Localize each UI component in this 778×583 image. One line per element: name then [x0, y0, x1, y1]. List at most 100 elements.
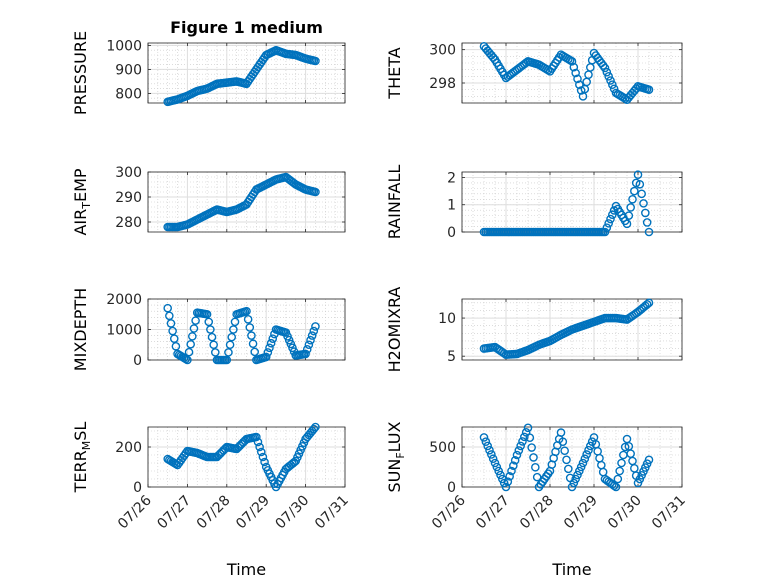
data-point-interp: [166, 319, 176, 328]
data-point: [311, 422, 320, 432]
y-tick-label: 200: [115, 440, 142, 456]
data-point: [567, 57, 577, 66]
data-point-interp: [584, 445, 593, 455]
data-point-interp: [617, 458, 626, 468]
data-point-interp: [260, 457, 269, 467]
data-point-interp: [606, 76, 615, 85]
data-point-interp: [505, 472, 514, 481]
x-tick-label: 07/30: [273, 493, 313, 533]
y-axis-label: AIRTEMP: [71, 168, 93, 235]
axes-box: [461, 42, 683, 104]
x-tick-label: 07/29: [233, 493, 273, 533]
data-point: [600, 63, 610, 73]
y-tick-label: 1: [447, 198, 456, 214]
subplot-h2omixra: 5 10 H2OMIXRA: [385, 287, 683, 373]
x-tick-label: 07/27: [154, 493, 194, 533]
data-point-interp: [227, 332, 237, 342]
data-point-interp: [641, 208, 650, 218]
data-point-interp: [602, 223, 612, 232]
data-point-interp: [206, 325, 215, 334]
data-point: [479, 433, 489, 442]
y-tick-label: 0: [133, 353, 142, 369]
data-point-interp: [229, 325, 238, 334]
data-point: [633, 170, 643, 180]
data-point-interp: [496, 470, 505, 480]
data-point: [183, 355, 192, 365]
data-point-interp: [247, 331, 256, 340]
data-point-interp: [499, 478, 509, 488]
data-point-interp: [256, 447, 266, 457]
data-point: [252, 432, 261, 442]
data-point: [301, 349, 310, 359]
data-point-interp: [309, 326, 319, 336]
x-tick-label: 07/27: [473, 493, 513, 533]
y-tick-label: 5: [447, 349, 456, 365]
chart-title: Figure 1 medium: [170, 18, 323, 37]
data-point: [611, 482, 621, 492]
data-point-interp: [483, 441, 492, 451]
data-point-interp: [569, 62, 579, 72]
data-point-interp: [309, 424, 319, 434]
x-tick-label: 07/28: [517, 493, 557, 533]
y-tick-label: 1000: [106, 38, 142, 54]
data-point: [501, 482, 511, 492]
subplot-pressure: 800 900 1000 PRESSURE Figure 1 medium: [71, 18, 346, 115]
data-point-interp: [637, 189, 646, 199]
subplot-air-temp: 280 290 300 AIRTEMP: [71, 165, 346, 236]
y-tick-label: 2000: [106, 292, 142, 308]
x-tick-label: 07/31: [312, 493, 352, 533]
y-tick-label: 300: [115, 165, 142, 181]
data-point-interp: [626, 203, 635, 212]
axes-box: [461, 426, 683, 488]
data-point-interp: [516, 441, 525, 451]
data-point-interp: [571, 68, 580, 78]
data-point-interp: [514, 446, 524, 455]
data-point-interp: [266, 338, 276, 348]
data-point-interp: [224, 348, 233, 357]
subplot-mixdepth: 0 1000 2000 MIXDEPTH: [71, 288, 346, 371]
data-point-interp: [582, 450, 591, 459]
data-point-interp: [558, 437, 568, 446]
y-axis-label: H2OMIXRA: [385, 287, 404, 373]
axes-box: [147, 42, 346, 104]
data-point-interp: [573, 470, 582, 480]
data-point-interp: [255, 442, 264, 452]
data-point-interp: [604, 219, 613, 228]
data-point: [556, 428, 566, 437]
y-tick-label: 0: [133, 480, 142, 496]
data-point-interp: [615, 466, 624, 476]
y-axis-label: THETA: [385, 47, 404, 99]
y-tick-label: 10: [438, 311, 456, 327]
data-point-interp: [562, 455, 571, 465]
data-point-interp: [258, 452, 268, 462]
y-axis-label: MIXDEPTH: [71, 288, 90, 371]
data-point-interp: [606, 214, 615, 224]
data-point-interp: [169, 334, 179, 343]
data-point-interp: [191, 316, 200, 325]
data-point: [202, 309, 212, 319]
data-point-interp: [529, 453, 538, 462]
x-tick-label: 07/31: [649, 493, 689, 533]
data-point-interp: [265, 343, 274, 353]
subplot-terr-msl: 07/26 07/27 07/28 07/29 07/30 07/31 0 200 TERRMS…: [71, 422, 352, 579]
data-point-interp: [575, 80, 584, 89]
subplot-theta: 298 300 THETA: [385, 42, 683, 104]
data-point-interp: [507, 466, 516, 476]
data-point-interp: [248, 339, 258, 349]
y-axis-label: PRESSURE: [71, 31, 90, 115]
data-point: [222, 355, 232, 365]
data-point: [490, 458, 500, 468]
data-point-interp: [560, 446, 569, 456]
data-point: [644, 298, 654, 308]
data-point-interp: [635, 179, 645, 189]
x-tick-label: 07/29: [561, 493, 601, 533]
data-point-interp: [304, 340, 314, 350]
data-point-interp: [253, 437, 263, 447]
y-tick-label: 300: [429, 43, 456, 59]
data-point-interp: [209, 340, 218, 350]
data-point-interp: [302, 345, 312, 354]
y-axis-label: TERRMSL: [71, 422, 93, 494]
data-point-interp: [573, 74, 582, 84]
data-point-interp: [225, 340, 235, 350]
data-point-interp: [211, 348, 220, 357]
